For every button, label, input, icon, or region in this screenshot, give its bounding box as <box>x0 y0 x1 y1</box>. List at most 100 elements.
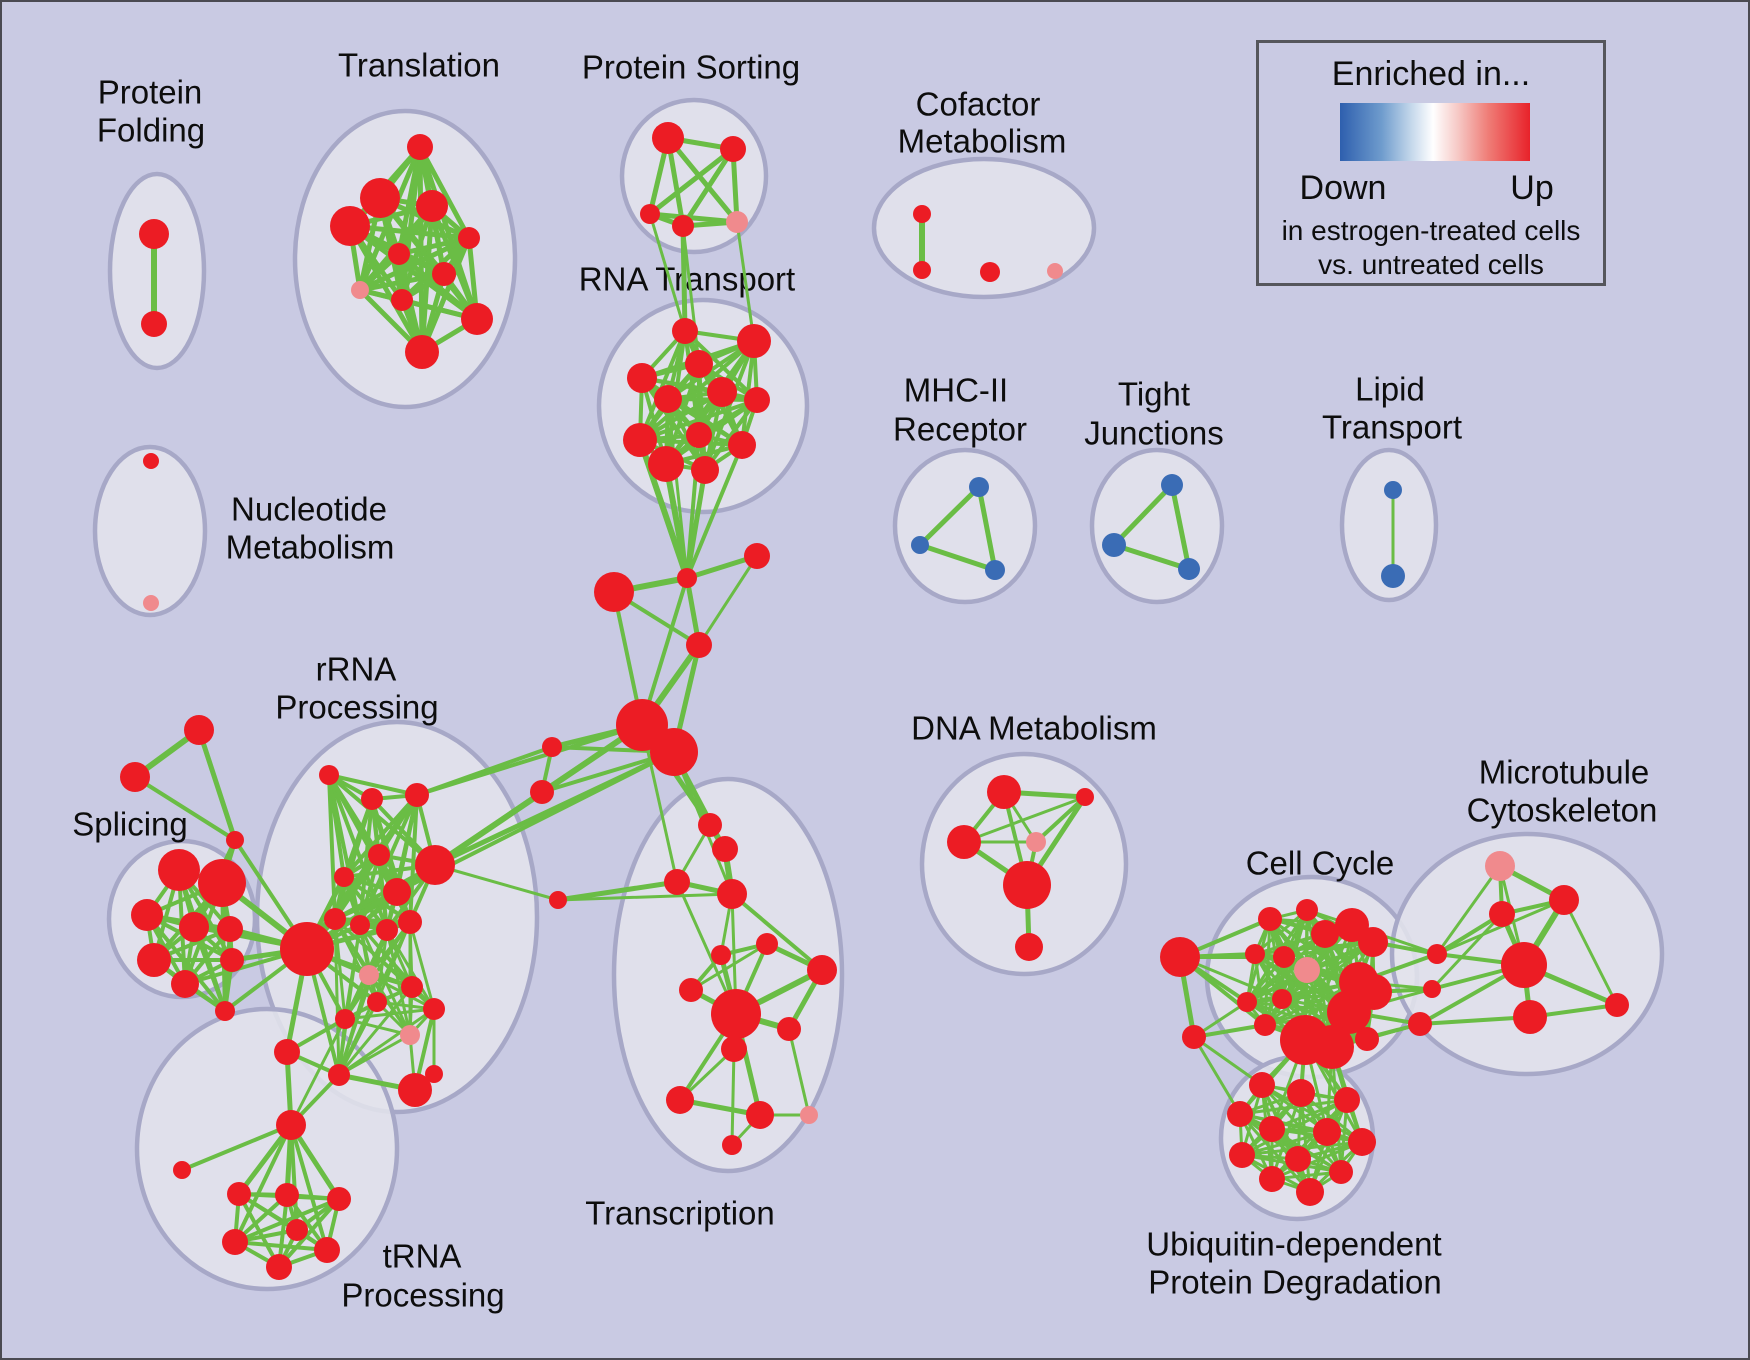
gene-set-node <box>407 134 433 160</box>
enrichment-overlap-edge <box>1562 898 1619 1007</box>
enrichment-overlap-edge <box>640 376 707 472</box>
enrichment-overlap-edge <box>333 917 341 1077</box>
gene-set-node <box>1245 944 1265 964</box>
gene-set-node <box>328 1064 350 1086</box>
enrichment-overlap-edge <box>1111 542 1192 572</box>
gene-set-node <box>1355 1027 1379 1051</box>
gene-set-node <box>173 1161 191 1179</box>
gene-set-node <box>756 933 778 955</box>
gene-set-node <box>319 765 339 785</box>
gene-set-node <box>367 992 387 1012</box>
gene-set-node <box>686 422 712 448</box>
gene-set-node <box>351 281 369 299</box>
enrichment-overlap-edge <box>556 892 734 902</box>
enrichment-overlap-edge <box>233 1197 341 1244</box>
gene-set-node <box>1423 980 1441 998</box>
gene-set-node <box>383 878 411 906</box>
enrichment-overlap-edge <box>277 1197 341 1269</box>
gene-set-node <box>1329 1160 1353 1184</box>
gene-set-node <box>1249 1072 1275 1098</box>
enrichment-overlap-edge <box>1435 898 1566 956</box>
enrichment-overlap-edge <box>233 1123 293 1244</box>
enrichment-overlap-edge <box>433 863 560 902</box>
gene-set-node <box>1501 942 1547 988</box>
gene-set-node <box>640 204 660 224</box>
gene-set-node <box>1258 907 1282 931</box>
enrichment-overlap-edge <box>432 789 545 868</box>
gene-set-node <box>1182 1025 1206 1049</box>
gene-set-node <box>1296 1178 1324 1206</box>
cluster-label-cell-cycle: Cell Cycle <box>1246 845 1395 882</box>
enrichment-overlap-edge <box>327 773 419 797</box>
cluster-label-microtubule-cytoskeleton: Cytoskeleton <box>1467 792 1658 829</box>
gene-set-node <box>359 965 379 985</box>
gene-set-node <box>401 976 423 998</box>
gene-set-node <box>314 1237 340 1263</box>
enrichment-overlap-edge <box>962 795 1087 844</box>
enrichment-overlap-edge <box>357 271 447 293</box>
enrichment-overlap-edge <box>697 554 759 647</box>
gene-set-node <box>1229 1142 1255 1168</box>
cluster-label-lipid-transport: Lipid <box>1355 371 1425 408</box>
enrichment-overlap-edge <box>408 920 436 1011</box>
gene-set-node <box>686 632 712 658</box>
cluster-label-nucleotide-metabolism: Nucleotide <box>231 491 387 528</box>
gene-set-node <box>1160 937 1200 977</box>
gene-set-node <box>913 261 931 279</box>
gene-set-node <box>721 1036 747 1062</box>
gene-set-node <box>672 215 694 237</box>
gene-set-node <box>1047 263 1063 279</box>
gene-set-node <box>1259 1166 1285 1192</box>
enrichment-overlap-edge <box>417 144 472 241</box>
gene-set-node <box>679 978 703 1002</box>
gene-set-node <box>1384 481 1402 499</box>
gene-set-node <box>707 377 737 407</box>
enrichment-overlap-edge <box>337 1033 412 1077</box>
gene-set-node <box>143 453 159 469</box>
enrichment-gradient-bar <box>1340 103 1530 161</box>
gene-set-node <box>222 1229 248 1255</box>
gene-set-node <box>969 477 989 497</box>
enrichment-overlap-edge <box>1238 1112 1312 1194</box>
enrichment-overlap-edge <box>337 1007 436 1077</box>
enrichment-overlap-edge <box>1253 908 1309 956</box>
gene-set-node <box>1335 908 1369 942</box>
gene-set-node <box>1076 788 1094 806</box>
enrichment-overlap-edge <box>730 1047 736 1147</box>
enrichment-overlap-edge <box>917 484 982 548</box>
enrichment-overlap-edge <box>638 329 687 442</box>
enrichment-overlap-edge <box>730 892 824 972</box>
cluster-label-rrna-processing: rRNA <box>316 651 397 688</box>
enrichment-overlap-edge <box>1270 1098 1349 1181</box>
gene-set-node <box>1254 1014 1276 1036</box>
gene-set-node <box>530 780 554 804</box>
gene-set-node <box>1348 1128 1376 1156</box>
enrichment-overlap-edge <box>327 773 362 927</box>
gene-set-node <box>1294 957 1320 983</box>
gene-set-node <box>226 831 244 849</box>
gene-set-node <box>276 1110 306 1140</box>
gene-set-node <box>405 783 429 807</box>
gene-set-node <box>215 1001 235 1021</box>
gene-set-node <box>274 1039 300 1065</box>
cluster-label-mhc-ii-receptor: Receptor <box>893 411 1027 448</box>
gene-set-node <box>698 813 722 837</box>
enrichment-overlap-edge <box>787 1027 811 1117</box>
enrichment-overlap-edge <box>1192 1035 1242 1116</box>
gene-set-node <box>594 572 634 612</box>
enrichment-overlap-edge <box>1192 1023 1267 1039</box>
gene-set-node <box>137 943 171 977</box>
gene-set-node <box>368 844 390 866</box>
gene-set-node <box>1605 993 1629 1017</box>
gene-set-node <box>423 998 445 1020</box>
cluster-label-rrna-processing: Processing <box>275 689 438 726</box>
gene-set-node <box>330 206 370 246</box>
gene-set-node <box>712 836 738 862</box>
gene-set-node <box>1178 558 1200 580</box>
gene-set-node <box>458 227 480 249</box>
legend-caption-line2: vs. untreated cells <box>1318 249 1544 280</box>
gene-set-node <box>398 910 422 934</box>
enrichment-overlap-edge <box>408 793 419 924</box>
